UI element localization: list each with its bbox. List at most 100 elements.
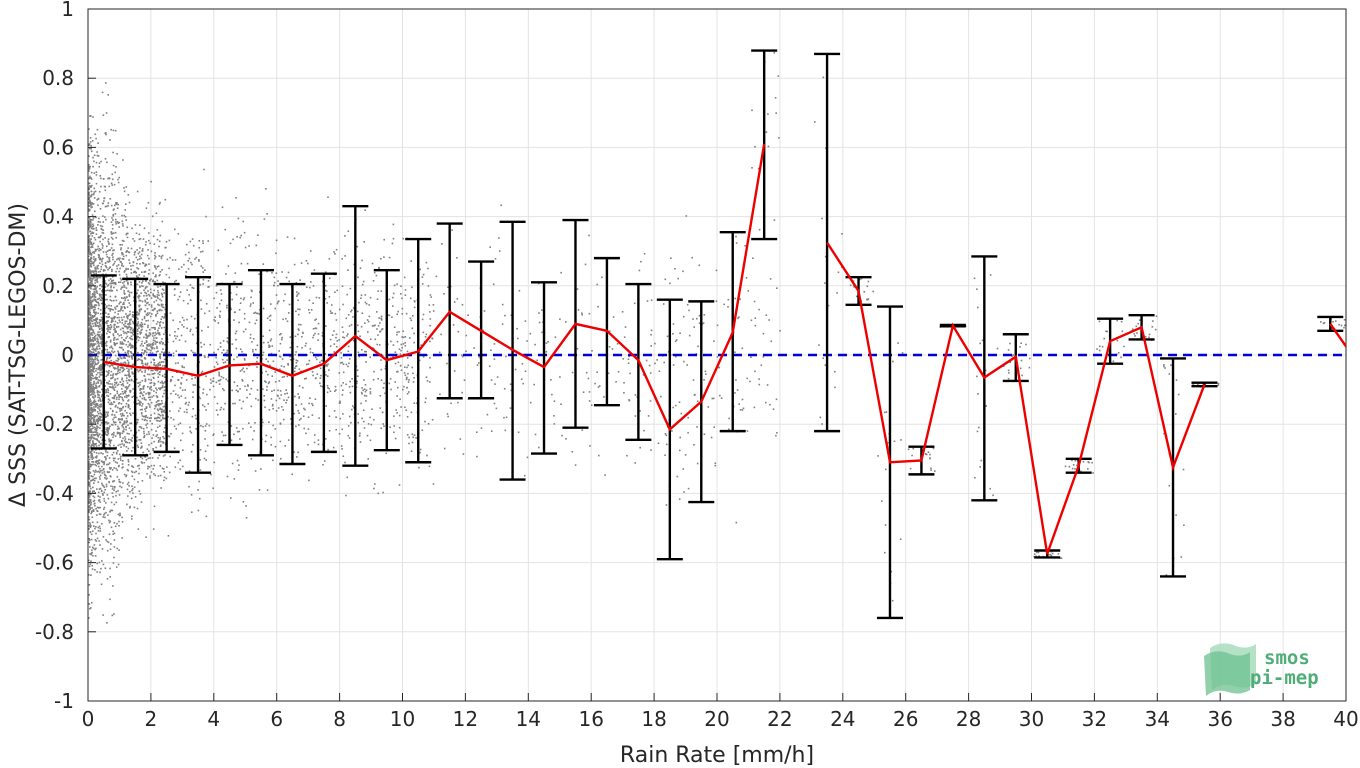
scatter-point bbox=[115, 566, 118, 568]
scatter-point bbox=[195, 256, 198, 259]
scatter-point bbox=[113, 556, 115, 559]
scatter-point bbox=[212, 385, 215, 388]
scatter-point bbox=[108, 336, 110, 338]
scatter-point bbox=[139, 403, 141, 406]
scatter-point bbox=[89, 202, 92, 204]
scatter-point bbox=[114, 328, 116, 330]
scatter-point bbox=[373, 370, 375, 373]
scatter-point bbox=[159, 403, 161, 405]
scatter-point bbox=[88, 275, 90, 278]
scatter-point bbox=[88, 481, 90, 483]
scatter-point bbox=[116, 265, 118, 267]
scatter-point bbox=[112, 376, 114, 379]
scatter-point bbox=[90, 385, 92, 387]
scatter-point bbox=[754, 370, 756, 373]
scatter-point bbox=[97, 491, 100, 494]
scatter-point bbox=[155, 419, 158, 422]
scatter-point bbox=[393, 415, 395, 417]
scatter-point bbox=[107, 432, 110, 435]
scatter-point bbox=[89, 291, 91, 293]
scatter-point bbox=[134, 496, 137, 498]
scatter-point bbox=[249, 393, 251, 395]
scatter-point bbox=[94, 323, 97, 326]
scatter-point bbox=[522, 382, 524, 385]
scatter-point bbox=[97, 142, 99, 144]
scatter-point bbox=[147, 290, 149, 292]
scatter-point bbox=[105, 458, 107, 461]
scatter-point bbox=[91, 300, 94, 303]
scatter-point bbox=[149, 351, 152, 354]
scatter-point bbox=[140, 501, 143, 503]
scatter-point bbox=[113, 361, 115, 363]
scatter-point bbox=[340, 356, 343, 359]
scatter-point bbox=[96, 277, 99, 280]
scatter-point bbox=[758, 308, 760, 311]
scatter-point bbox=[297, 308, 299, 311]
scatter-point bbox=[115, 283, 117, 285]
scatter-point bbox=[197, 509, 200, 512]
scatter-point bbox=[389, 426, 391, 428]
scatter-point bbox=[106, 463, 108, 466]
scatter-point bbox=[147, 402, 150, 405]
scatter-point bbox=[104, 348, 107, 351]
scatter-point bbox=[126, 326, 129, 328]
scatter-point bbox=[109, 393, 112, 395]
scatter-point bbox=[144, 304, 147, 307]
scatter-point bbox=[201, 329, 203, 332]
scatter-point bbox=[90, 510, 93, 513]
scatter-point bbox=[91, 206, 93, 208]
scatter-point bbox=[123, 316, 125, 318]
scatter-point bbox=[236, 430, 239, 433]
scatter-point bbox=[387, 357, 389, 359]
scatter-point bbox=[93, 264, 95, 267]
scatter-point bbox=[97, 236, 100, 239]
scatter-point bbox=[139, 224, 141, 227]
scatter-point bbox=[148, 295, 151, 297]
scatter-point bbox=[121, 516, 123, 519]
scatter-point bbox=[113, 396, 116, 398]
scatter-point bbox=[100, 293, 102, 296]
scatter-point bbox=[89, 333, 92, 336]
scatter-point bbox=[145, 392, 147, 395]
scatter-point bbox=[98, 256, 100, 259]
scatter-point bbox=[89, 526, 92, 528]
scatter-point bbox=[297, 328, 300, 330]
scatter-point bbox=[121, 391, 124, 393]
scatter-point bbox=[90, 560, 92, 562]
scatter-point bbox=[397, 310, 399, 313]
scatter-point bbox=[447, 415, 449, 418]
scatter-point bbox=[110, 374, 112, 376]
scatter-point bbox=[405, 409, 407, 411]
scatter-point bbox=[236, 385, 239, 387]
scatter-point bbox=[98, 385, 101, 387]
scatter-point bbox=[88, 413, 90, 415]
scatter-point bbox=[110, 182, 113, 185]
scatter-point bbox=[176, 335, 179, 338]
scatter-point bbox=[88, 236, 90, 239]
scatter-point bbox=[122, 430, 125, 432]
scatter-point bbox=[426, 380, 429, 382]
scatter-point bbox=[88, 467, 90, 470]
scatter-point bbox=[110, 321, 113, 323]
scatter-point bbox=[126, 315, 128, 318]
scatter-point bbox=[88, 380, 90, 383]
scatter-point bbox=[98, 394, 100, 396]
scatter-point bbox=[88, 491, 90, 493]
scatter-point bbox=[398, 426, 401, 429]
scatter-point bbox=[371, 408, 373, 410]
scatter-point bbox=[90, 409, 92, 411]
scatter-point bbox=[102, 245, 104, 247]
scatter-point bbox=[174, 362, 177, 365]
scatter-point bbox=[107, 240, 109, 243]
scatter-point bbox=[97, 264, 100, 267]
scatter-point bbox=[129, 337, 131, 339]
scatter-point bbox=[126, 327, 129, 330]
scatter-point bbox=[377, 334, 379, 336]
scatter-point bbox=[718, 366, 721, 369]
scatter-point bbox=[408, 436, 410, 439]
scatter-point bbox=[88, 425, 90, 427]
scatter-point bbox=[95, 477, 97, 480]
scatter-point bbox=[88, 463, 90, 466]
scatter-point bbox=[112, 320, 114, 322]
scatter-point bbox=[89, 563, 92, 565]
